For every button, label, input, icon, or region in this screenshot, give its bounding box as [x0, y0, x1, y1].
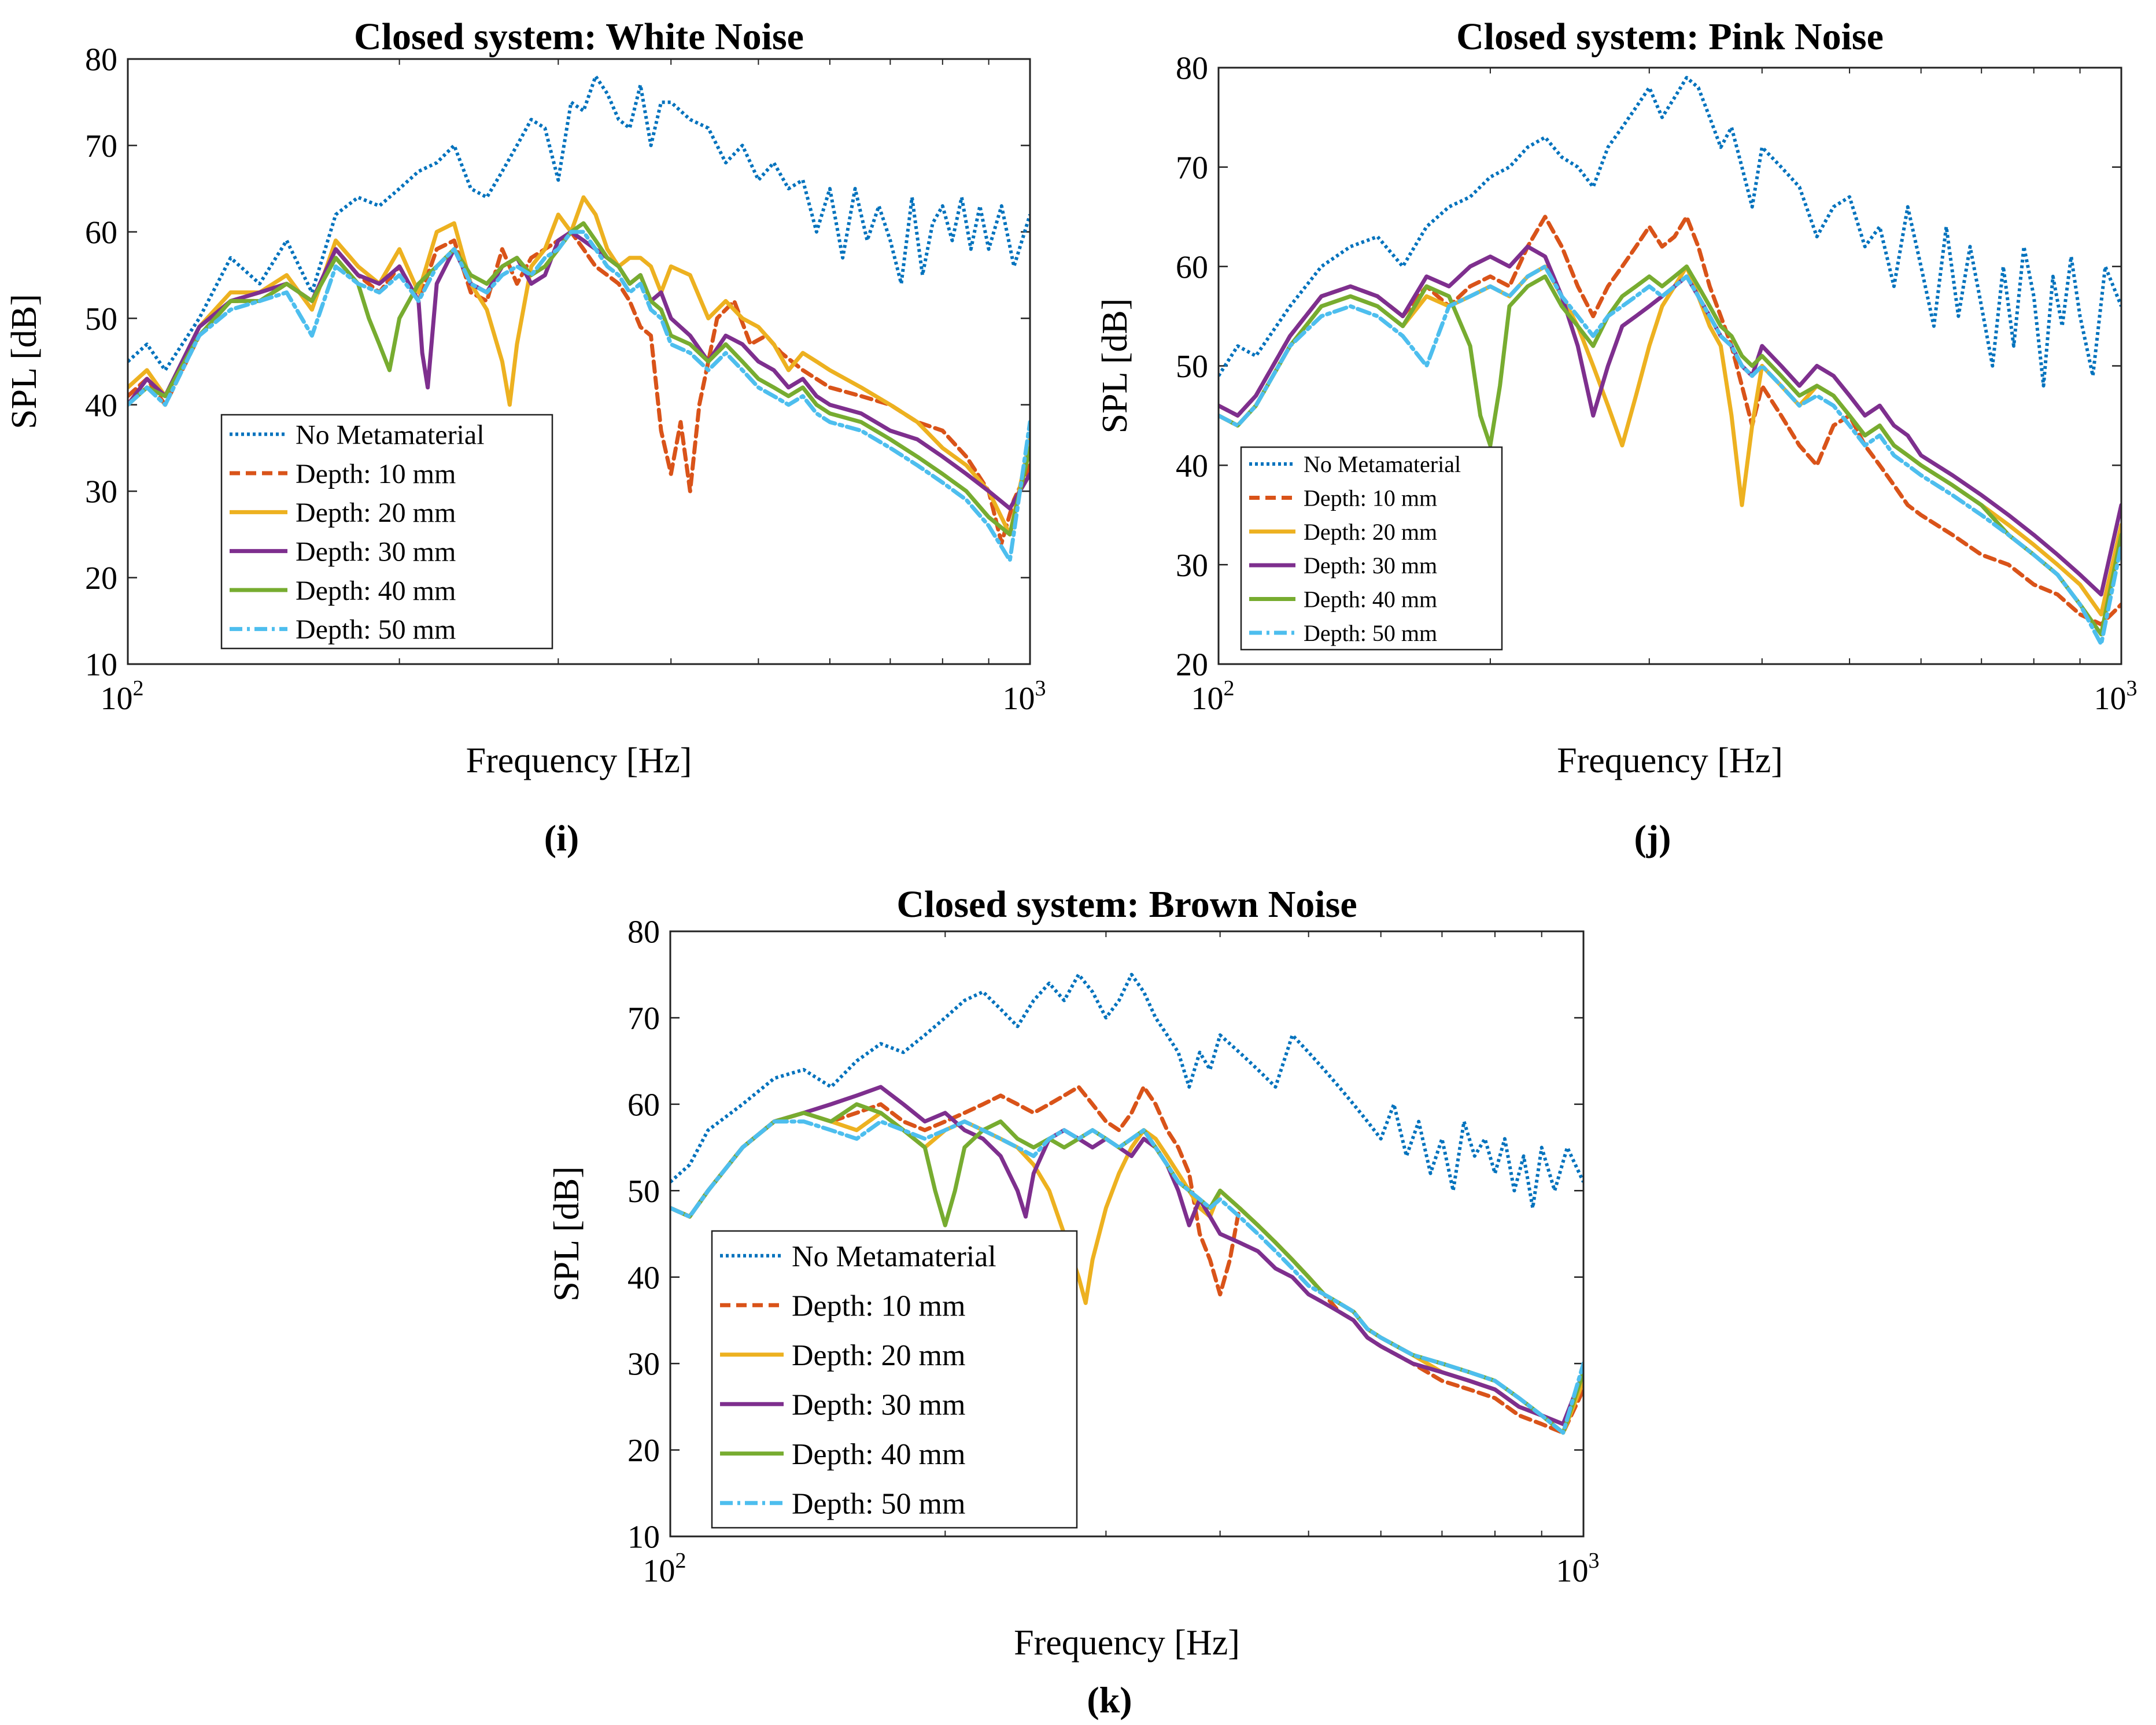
legend: No Metamaterial Depth: 10 mm Depth: 20 mm D…: [1240, 446, 1503, 651]
x-tick-label: 103: [1556, 1549, 1599, 1589]
series-line-no-metamaterial: [670, 972, 1583, 1210]
y-axis-label: SPL [dB]: [547, 1166, 586, 1302]
legend-label: Depth: 20 mm: [296, 497, 456, 528]
y-tick-label: 70: [1176, 150, 1208, 186]
legend-label: No Metamaterial: [792, 1240, 996, 1273]
series-line-depth-40-mm: [1219, 264, 2121, 636]
y-tick-label: 60: [1176, 249, 1208, 285]
legend-label: Depth: 20 mm: [792, 1339, 965, 1372]
series-line-depth-20-mm: [128, 195, 1030, 537]
y-tick-label: 60: [627, 1087, 660, 1123]
axes-box: [669, 930, 1585, 1538]
y-tick-label: 20: [85, 561, 117, 596]
chart-title: Closed system: Pink Noise: [1456, 16, 1884, 58]
y-tick-label: 10: [85, 647, 117, 683]
y-tick-label: 40: [85, 388, 117, 423]
series-line-no-metamaterial: [128, 74, 1030, 372]
series-line-depth-50-mm: [128, 230, 1030, 563]
y-tick-label: 40: [627, 1260, 660, 1296]
series-group: [670, 972, 1583, 1435]
x-tick-label: 103: [2094, 676, 2137, 717]
chart-white: 10 20 30 40 50 60 70 80 102 103 Closed system: Whi…: [5, 16, 1046, 858]
y-tick-label: 10: [627, 1520, 660, 1556]
y-tick-label: 30: [85, 474, 117, 510]
legend-label: Depth: 50 mm: [1304, 620, 1437, 646]
series-line-depth-30-mm: [670, 1085, 1583, 1427]
series-line-depth-40-mm: [128, 221, 1030, 537]
x-axis-label: Frequency [Hz]: [1557, 741, 1783, 780]
series-group: [1219, 76, 2121, 647]
series-line-depth-30-mm: [128, 230, 1030, 511]
y-tick-label: 50: [85, 301, 117, 337]
legend-label: Depth: 20 mm: [1304, 519, 1437, 545]
series-line-depth-50-mm: [670, 1119, 1583, 1435]
x-tick-label: 103: [1002, 676, 1046, 717]
x-tick-exponent: 2: [1223, 676, 1234, 701]
legend: No Metamaterial Depth: 10 mm Depth: 20 mm D…: [711, 1230, 1078, 1529]
series-line-depth-50-mm: [1219, 264, 2121, 647]
x-tick-exponent: 3: [1035, 676, 1046, 701]
y-tick-label: 80: [85, 42, 117, 78]
legend-label: Depth: 40 mm: [296, 576, 456, 606]
y-tick-label: 50: [1176, 349, 1208, 385]
y-axis-label: SPL [dB]: [5, 294, 44, 429]
legend-label: Depth: 40 mm: [792, 1438, 965, 1471]
y-tick-label: 20: [627, 1433, 660, 1469]
chart-title: Closed system: White Noise: [354, 16, 804, 58]
y-tick-label: 80: [1176, 51, 1208, 87]
y-tick-label: 30: [627, 1347, 660, 1383]
x-tick-exponent: 3: [1588, 1549, 1599, 1573]
legend-label: Depth: 10 mm: [296, 459, 456, 489]
legend-label: Depth: 30 mm: [1304, 552, 1437, 578]
y-tick-label: 70: [85, 128, 117, 164]
chart-pink: 20 30 40 50 60 70 80 102 103 Closed system: Pink …: [1095, 16, 2137, 858]
x-axis-label: Frequency [Hz]: [1014, 1623, 1240, 1663]
legend-box: [220, 414, 553, 650]
chart-title: Closed system: Brown Noise: [896, 883, 1357, 926]
panel-caption: (i): [544, 817, 579, 858]
legend-label: Depth: 30 mm: [792, 1388, 965, 1421]
axes-box: [127, 58, 1031, 665]
y-tick-label: 20: [1176, 647, 1208, 683]
legend-label: Depth: 30 mm: [296, 536, 456, 567]
y-tick-label: 40: [1176, 448, 1208, 484]
y-tick-label: 70: [627, 1001, 660, 1037]
series-group: [128, 74, 1030, 563]
y-tick-label: 30: [1176, 548, 1208, 584]
legend-label: Depth: 50 mm: [792, 1487, 965, 1520]
axes-box: [1217, 67, 2122, 665]
x-tick-exponent: 3: [2126, 676, 2137, 701]
x-tick-exponent: 2: [675, 1549, 686, 1573]
legend-label: Depth: 50 mm: [296, 614, 456, 645]
y-axis-label: SPL [dB]: [1095, 298, 1135, 434]
y-tick-label: 50: [627, 1174, 660, 1210]
x-tick-label: 102: [100, 676, 143, 717]
panel-caption: (j): [1634, 817, 1671, 858]
y-tick-label: 60: [85, 215, 117, 250]
legend-label: Depth: 10 mm: [792, 1289, 965, 1322]
panel-caption: (k): [1087, 1679, 1132, 1720]
chart-brown: 10 20 30 40 50 60 70 80 102 103 Closed system: Bro…: [547, 883, 1600, 1720]
y-tick-label: 80: [627, 915, 660, 950]
legend-box: [1240, 446, 1503, 651]
legend-label: No Metamaterial: [296, 419, 485, 450]
legend-box: [711, 1230, 1078, 1529]
legend-label: No Metamaterial: [1304, 451, 1461, 477]
legend: No Metamaterial Depth: 10 mm Depth: 20 mm D…: [220, 414, 553, 650]
x-tick-exponent: 2: [132, 676, 143, 701]
legend-label: Depth: 10 mm: [1304, 485, 1437, 511]
series-line-no-metamaterial: [1219, 76, 2121, 388]
x-axis-label: Frequency [Hz]: [466, 741, 692, 780]
legend-label: Depth: 40 mm: [1304, 587, 1437, 613]
x-tick-label: 102: [1191, 676, 1234, 717]
x-tick-label: 102: [643, 1549, 686, 1589]
